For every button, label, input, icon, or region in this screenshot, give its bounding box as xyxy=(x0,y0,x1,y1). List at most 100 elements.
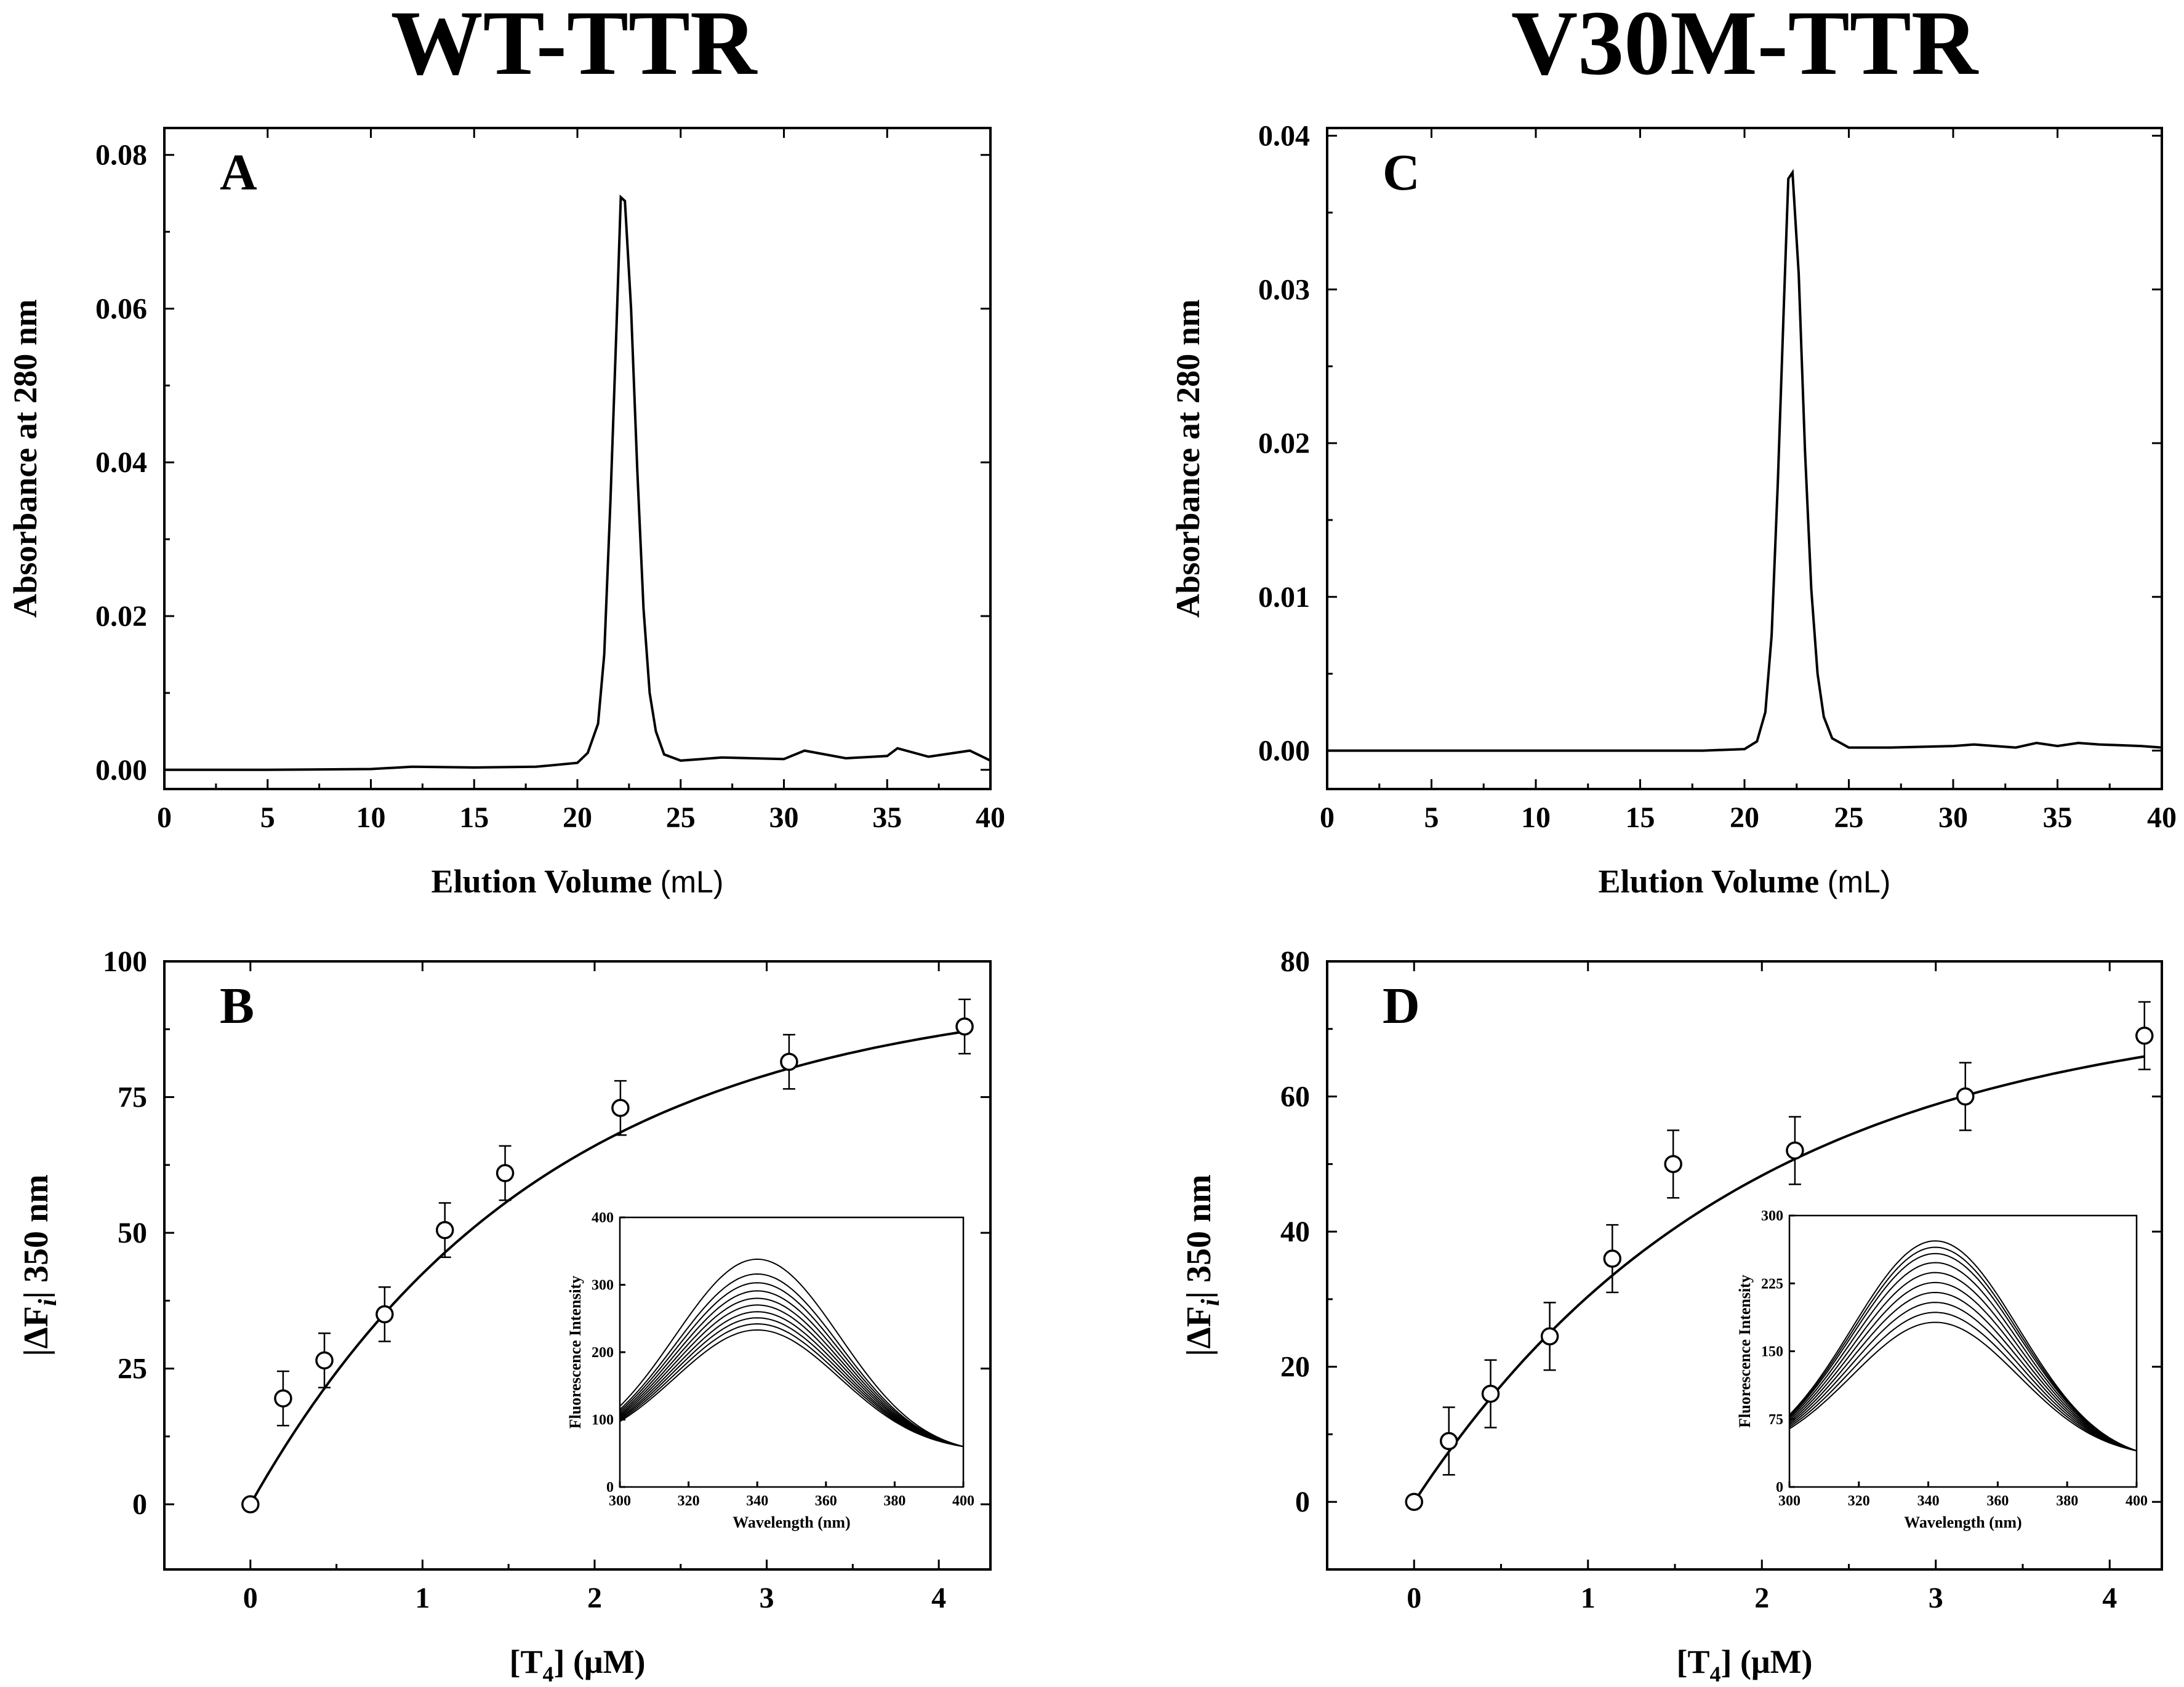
data-point-marker xyxy=(274,1389,292,1408)
data-point-marker xyxy=(241,1495,260,1513)
inset-spectrum-line xyxy=(619,1317,964,1448)
x-axis-label-text: ] (μM) xyxy=(1720,1643,1812,1680)
inset-spectrum-line xyxy=(1789,1246,2137,1452)
data-point-marker xyxy=(1440,1432,1458,1451)
x-tick-label: 25 xyxy=(666,801,696,834)
inset-spectrum-line xyxy=(619,1304,964,1448)
x-tick-label: 30 xyxy=(1938,801,1968,834)
data-point-marker xyxy=(1481,1384,1500,1403)
inset-spectrum-line xyxy=(1789,1321,2137,1452)
x-tick-label: 1 xyxy=(1581,1582,1596,1614)
inset-spectrum-line xyxy=(1789,1312,2137,1452)
inset-spectrum-line xyxy=(619,1282,964,1448)
inset-y-tick-label: 75 xyxy=(1768,1412,1783,1428)
x-axis-label-text: ] (μM) xyxy=(553,1643,645,1680)
inset-x-tick-label: 360 xyxy=(815,1493,837,1509)
inset-x-tick-label: 340 xyxy=(1917,1493,1940,1509)
inset-x-tick-label: 360 xyxy=(1986,1493,2009,1509)
x-tick-label: 25 xyxy=(1834,801,1864,834)
inset-y-axis-label: Fluorescence Intensity xyxy=(1736,1275,1754,1428)
x-axis-label-unit: (mL) xyxy=(660,865,724,899)
inset-x-axis-label: Wavelength (nm) xyxy=(733,1513,850,1531)
inset-spectrum-line xyxy=(1789,1252,2137,1452)
y-tick-label: 100 xyxy=(103,945,147,978)
y-tick-label: 0.02 xyxy=(1258,427,1310,460)
inset-x-tick-label: 300 xyxy=(1778,1493,1801,1509)
y-axis-label: Absorbance at 280 nm xyxy=(1170,299,1206,618)
y-axis-label: |ΔFi| 350 nm xyxy=(17,1174,62,1356)
y-axis-label-text: | 350 nm xyxy=(1180,1174,1218,1299)
inset-y-tick-label: 0 xyxy=(1776,1480,1783,1496)
y-axis-label: Absorbance at 280 nm xyxy=(7,299,44,618)
panel-a-plot-frame xyxy=(163,127,992,790)
x-axis-label: Elution Volume (mL) xyxy=(1599,863,1891,900)
data-point-marker xyxy=(780,1052,798,1071)
elution-trace-line xyxy=(1327,169,2162,752)
y-tick-label: 0.02 xyxy=(95,600,147,633)
inset-spectrum-line xyxy=(1789,1240,2137,1452)
data-point-marker xyxy=(1786,1141,1804,1160)
inset-y-axis-label: Fluorescence Intensity xyxy=(566,1276,584,1429)
y-tick-label: 20 xyxy=(1280,1351,1310,1384)
x-axis-label-text: [T xyxy=(509,1643,542,1680)
inset-y-tick-label: 300 xyxy=(1761,1208,1783,1224)
inset-spectrum-line xyxy=(1789,1291,2137,1452)
inset-spectrum-line xyxy=(1789,1272,2137,1452)
x-tick-label: 4 xyxy=(931,1582,946,1614)
y-tick-label: 0.04 xyxy=(95,446,147,479)
inset-spectrum-line xyxy=(1789,1281,2137,1452)
panel-letter: D xyxy=(1383,977,1420,1035)
x-tick-label: 10 xyxy=(356,801,386,834)
x-tick-label: 20 xyxy=(1730,801,1759,834)
elution-trace-line xyxy=(164,194,991,771)
data-point-marker xyxy=(1956,1087,1975,1106)
x-tick-label: 35 xyxy=(2043,801,2073,834)
data-point-marker xyxy=(315,1351,334,1370)
data-point-marker xyxy=(1664,1155,1682,1174)
y-tick-label: 25 xyxy=(118,1353,147,1385)
x-tick-label: 3 xyxy=(1929,1582,1943,1614)
data-point-marker xyxy=(1405,1493,1423,1511)
x-tick-label: 15 xyxy=(1626,801,1655,834)
panel-letter: B xyxy=(220,977,254,1035)
y-tick-label: 0.04 xyxy=(1258,119,1310,152)
x-tick-label: 40 xyxy=(2147,801,2177,834)
inset-spectrum-line xyxy=(619,1323,964,1448)
x-tick-label: 1 xyxy=(415,1582,430,1614)
inset-spectrum-line xyxy=(1789,1262,2137,1452)
inset-spectrum-line xyxy=(1789,1302,2137,1452)
x-tick-label: 0 xyxy=(1407,1582,1421,1614)
inset-spectrum-line xyxy=(619,1329,964,1448)
x-tick-label: 15 xyxy=(459,801,489,834)
inset-x-tick-label: 320 xyxy=(1848,1493,1870,1509)
inset-frame xyxy=(1788,1214,2138,1488)
inset-x-tick-label: 380 xyxy=(883,1493,905,1509)
data-point-marker xyxy=(2135,1027,2154,1045)
x-tick-label: 30 xyxy=(769,801,799,834)
panel-c-elution-chart: 0 5 10 15 20 25 30 35 40 0.00 0.01 0.02 0.03 0.04 C Elu… xyxy=(1170,119,2177,900)
x-axis-label-subscript: 4 xyxy=(1709,1662,1720,1686)
inset-y-tick-label: 200 xyxy=(592,1345,614,1361)
panel-b-plot-frame xyxy=(163,960,992,1571)
data-point-marker xyxy=(375,1305,394,1324)
y-tick-label: 60 xyxy=(1280,1081,1310,1113)
inset-y-tick-label: 100 xyxy=(592,1413,614,1429)
y-axis-label-text: |ΔF xyxy=(1180,1306,1218,1356)
inset-y-tick-label: 400 xyxy=(592,1210,614,1226)
y-axis-label-subscript: i xyxy=(1197,1299,1225,1306)
x-axis-label: Elution Volume (mL) xyxy=(432,863,724,900)
x-tick-label: 2 xyxy=(1754,1582,1769,1614)
x-tick-label: 20 xyxy=(563,801,592,834)
data-point-marker xyxy=(955,1017,974,1036)
x-tick-label: 0 xyxy=(1320,801,1335,834)
y-tick-label: 40 xyxy=(1280,1216,1310,1248)
data-point-marker xyxy=(496,1164,515,1182)
x-axis-label-text: Elution Volume xyxy=(432,863,660,900)
panel-d-plot-frame xyxy=(1326,960,2163,1571)
x-axis-label: [T4] (μM) xyxy=(1676,1643,1812,1686)
x-tick-label: 10 xyxy=(1521,801,1551,834)
y-tick-label: 75 xyxy=(118,1081,147,1114)
y-tick-label: 50 xyxy=(118,1217,147,1249)
